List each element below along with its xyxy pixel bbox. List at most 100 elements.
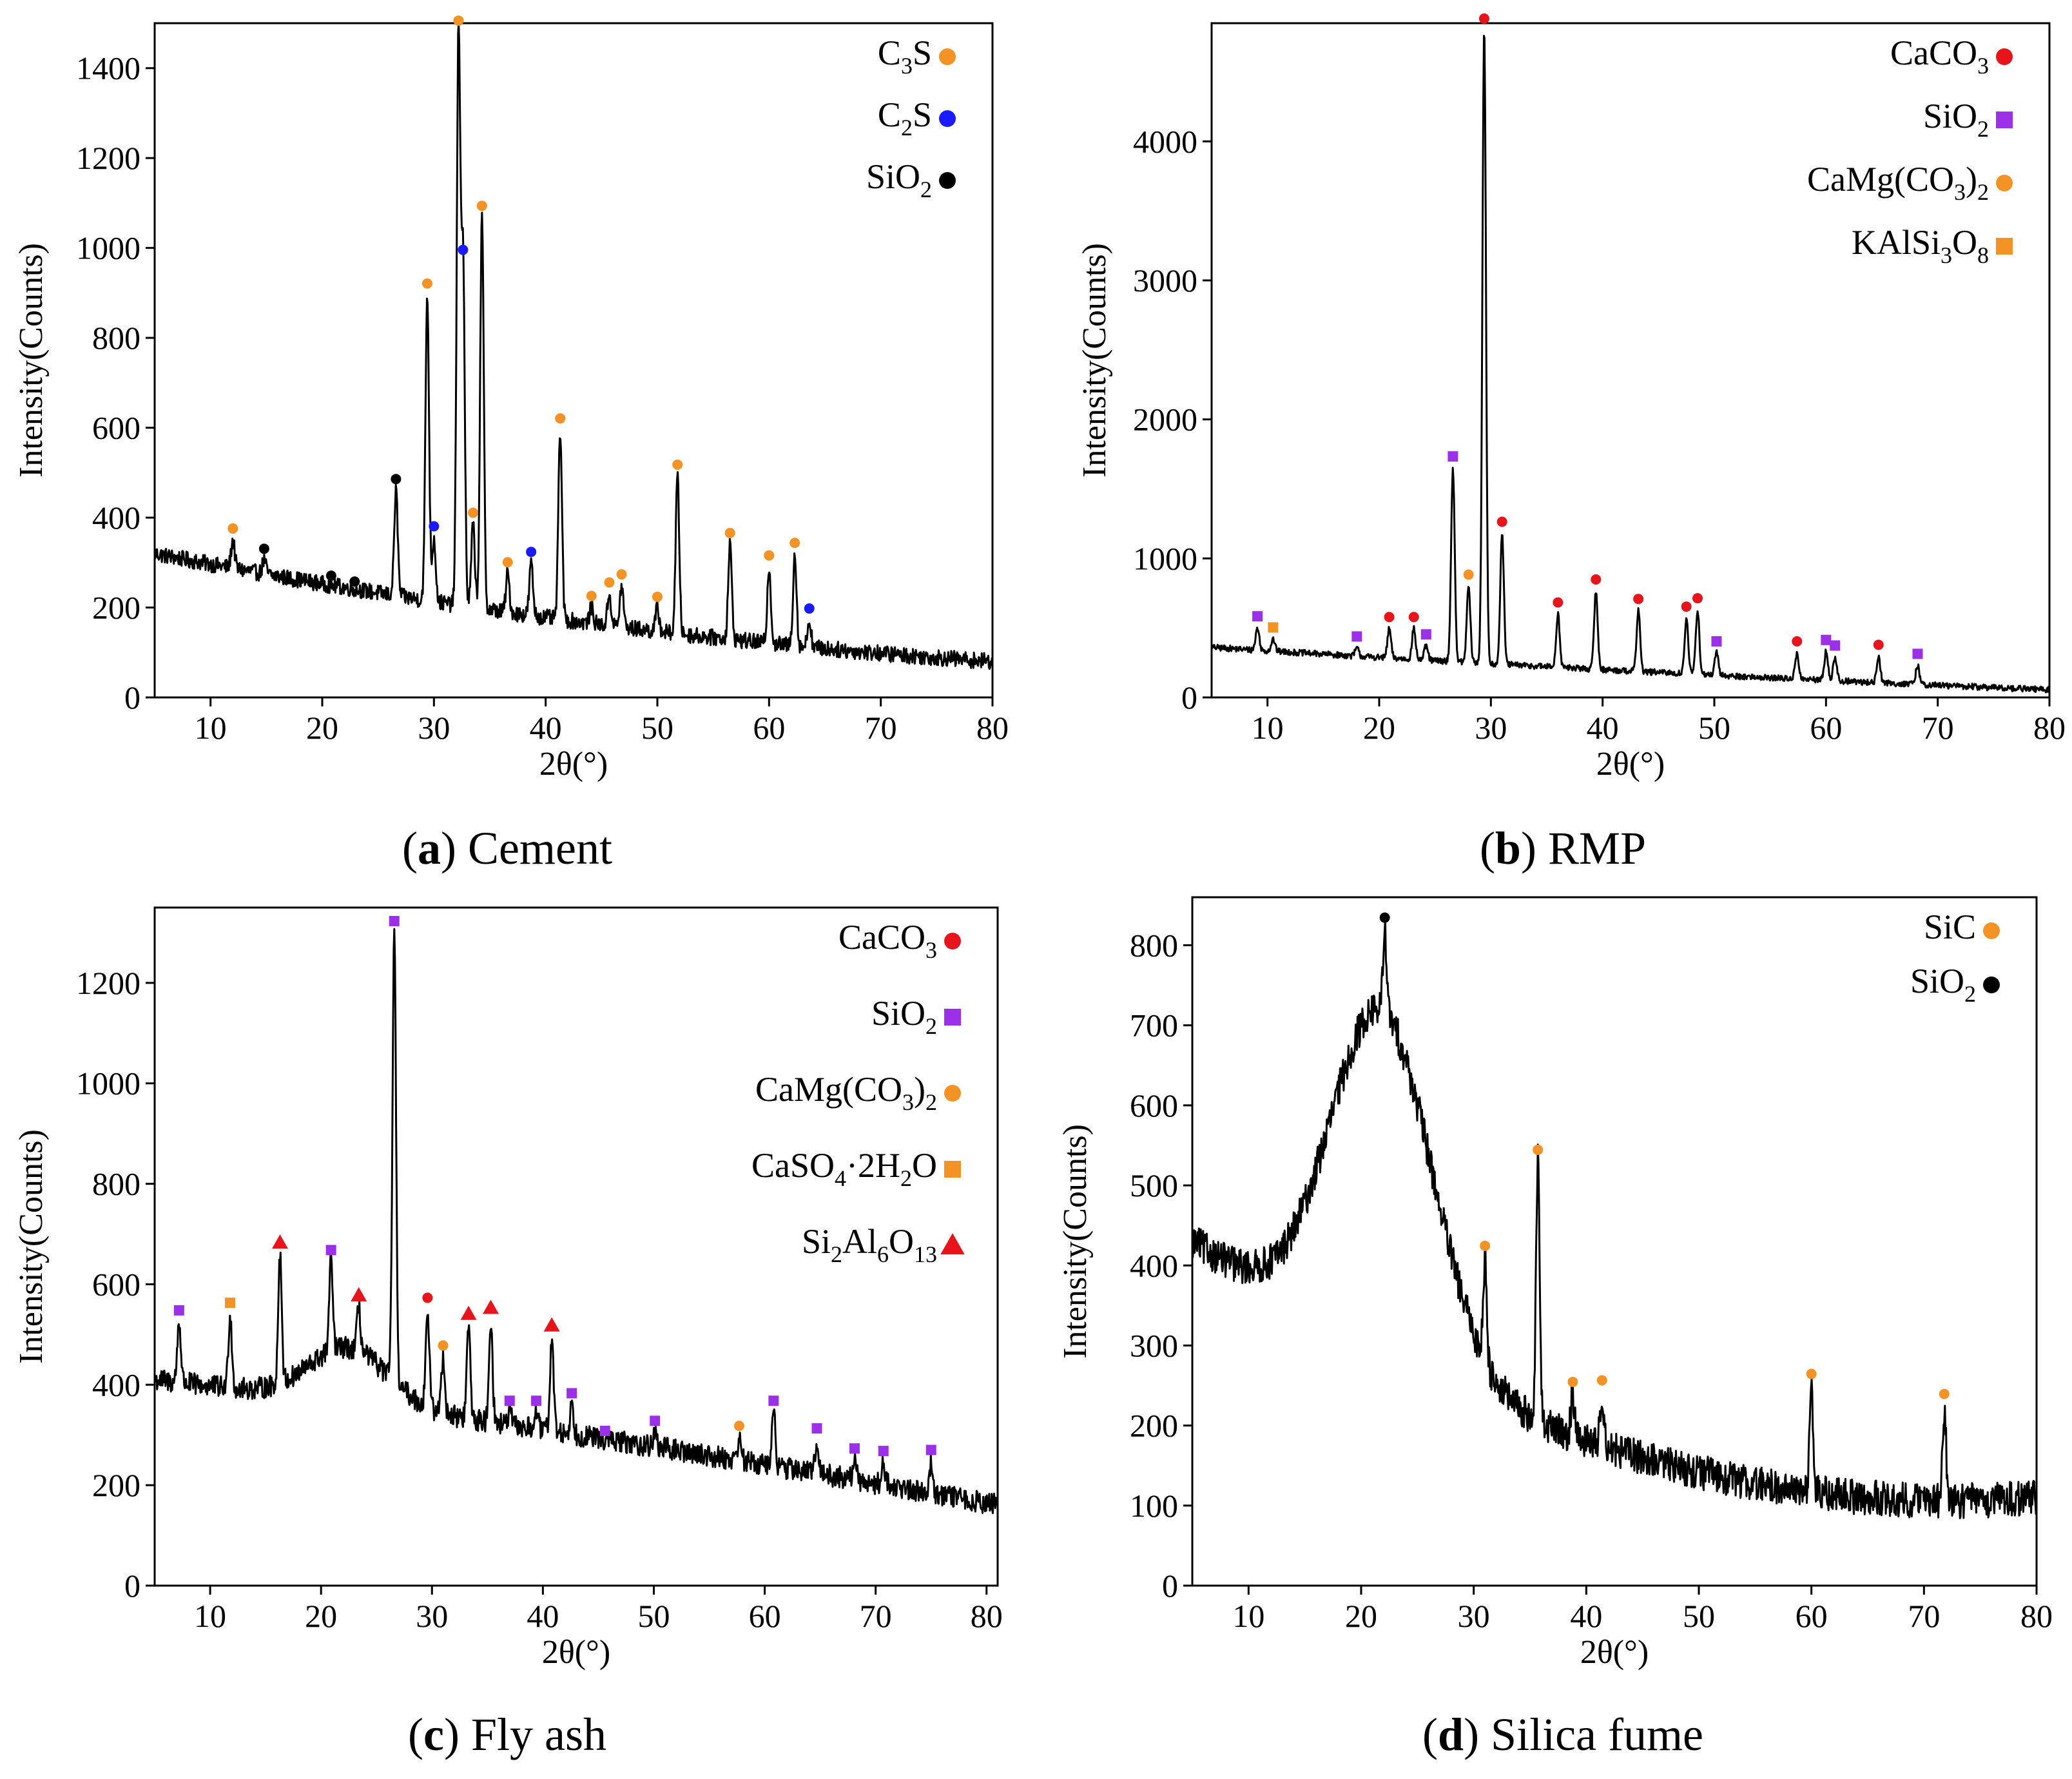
peak-marker-si2al6o13 bbox=[271, 1234, 288, 1249]
plot-frame bbox=[153, 906, 999, 1587]
y-axis-title: Intensity(Counts) bbox=[13, 1129, 50, 1364]
legend: C3​S C2​S SiO2​ bbox=[866, 34, 956, 202]
y-tick-label: 600 bbox=[92, 410, 140, 446]
plot-frame bbox=[1210, 22, 2051, 699]
x-tick-label: 20 bbox=[305, 1598, 337, 1634]
y-tick-label: 200 bbox=[92, 1467, 140, 1503]
peak-marker-caso4-2h2o bbox=[225, 1298, 236, 1308]
y-axis-title: Intensity(Counts) bbox=[1057, 1124, 1094, 1359]
x-tick-label: 70 bbox=[865, 710, 897, 746]
y-tick-label: 1400 bbox=[76, 50, 140, 86]
peak-marker-camg-co3-2 bbox=[733, 1421, 744, 1432]
y-tick-label: 1000 bbox=[76, 230, 140, 266]
legend-symbol-caco3 bbox=[944, 933, 961, 949]
peak-marker-sio2 bbox=[258, 543, 269, 554]
peak-marker-sio2 bbox=[768, 1395, 779, 1406]
x-tick-label: 80 bbox=[2033, 710, 2066, 746]
peak-marker-c3s bbox=[476, 200, 487, 211]
peak-marker-caco3 bbox=[1633, 594, 1644, 605]
peak-marker-sio2 bbox=[391, 474, 402, 485]
x-tick-label: 50 bbox=[1683, 1598, 1715, 1634]
peak-marker-c3s bbox=[228, 523, 238, 534]
peak-marker-caco3 bbox=[1792, 636, 1803, 646]
peak-marker-c3s bbox=[672, 459, 683, 470]
peak-marker-sio2 bbox=[1379, 912, 1390, 923]
caption-b-letter: b bbox=[1495, 822, 1521, 874]
xrd-pattern-line bbox=[153, 22, 994, 670]
caption-d-title: Silica fume bbox=[1491, 1709, 1703, 1760]
x-axis-title: 2θ(°) bbox=[1580, 1634, 1649, 1671]
panel-d: 10 20 30 40 50 60 70 80010020030040050060070080… bbox=[1057, 896, 2053, 1671]
x-tick-label: 80 bbox=[976, 710, 1009, 746]
y-tick-label: 0 bbox=[1162, 1568, 1178, 1604]
x-axis-title: 2θ(°) bbox=[1596, 746, 1665, 783]
peak-marker-caco3 bbox=[1873, 639, 1884, 650]
caption-c: (c) Fly ash bbox=[408, 1709, 606, 1760]
peak-marker-c3s bbox=[724, 527, 735, 538]
peak-marker-sio2 bbox=[811, 1423, 822, 1434]
plot-frame bbox=[1191, 896, 2038, 1587]
peak-marker-sio2 bbox=[849, 1443, 860, 1454]
legend: SiC SiO2​ bbox=[1910, 908, 2000, 1007]
peak-marker-c3s bbox=[764, 550, 775, 561]
y-tick-label: 4000 bbox=[1133, 123, 1197, 159]
x-tick-label: 80 bbox=[2020, 1598, 2053, 1634]
caption-a: (a) Cement bbox=[402, 822, 612, 874]
peak-marker-camg-co3-2 bbox=[1463, 569, 1474, 580]
x-tick-label: 10 bbox=[1232, 1598, 1264, 1634]
peak-marker-c3s bbox=[555, 413, 566, 424]
peak-marker-sic bbox=[1567, 1376, 1578, 1387]
y-tick-label: 800 bbox=[92, 320, 140, 356]
peak-marker-sio2 bbox=[325, 1245, 336, 1256]
xrd-pattern-line bbox=[1191, 917, 2038, 1519]
peak-marker-sio2 bbox=[1351, 631, 1362, 642]
x-tick-label: 70 bbox=[1922, 710, 1954, 746]
peak-marker-sio2 bbox=[566, 1388, 577, 1399]
legend-symbol-sio2 bbox=[1983, 977, 2000, 993]
peak-marker-caco3 bbox=[1692, 593, 1703, 604]
peak-marker-sio2 bbox=[325, 570, 336, 581]
x-tick-label: 60 bbox=[753, 710, 785, 746]
legend-symbol-c2s bbox=[939, 110, 956, 127]
y-tick-label: 400 bbox=[92, 1366, 140, 1403]
peak-marker-sio2 bbox=[1447, 451, 1458, 462]
legend-label-si2al6o13: Si2​Al6​O13​ bbox=[802, 1222, 937, 1267]
legend-label-kalsi3o8: KAlSi3​O8​ bbox=[1852, 223, 1989, 268]
peak-marker-sio2 bbox=[349, 576, 360, 587]
legend-label-sic: SiC bbox=[1924, 908, 1976, 946]
x-tick-label: 40 bbox=[527, 1598, 559, 1634]
x-tick-label: 20 bbox=[1345, 1598, 1377, 1634]
peak-marker-sio2 bbox=[1912, 648, 1923, 659]
legend-label-caso4-2h2o: CaSO4​·2H2​O bbox=[751, 1146, 937, 1191]
peak-marker-c2s bbox=[526, 547, 537, 558]
panel-c: 10 20 30 40 50 60 70 800200400600800100012002θ(… bbox=[13, 906, 1003, 1671]
peak-marker-kalsi3o8 bbox=[1268, 622, 1279, 633]
peak-marker-si2al6o13 bbox=[543, 1317, 560, 1332]
legend-label-c3s: C3​S bbox=[878, 34, 932, 79]
legend: CaCO3​ SiO2​ CaMg(CO3​)2​ KAlSi3​O8​ bbox=[1807, 34, 2013, 268]
x-tick-label: 40 bbox=[530, 710, 562, 746]
y-tick-label: 3000 bbox=[1133, 262, 1197, 298]
peak-marker-c3s bbox=[586, 590, 597, 601]
y-tick-label: 400 bbox=[1130, 1247, 1178, 1283]
caption-b-title: RMP bbox=[1548, 822, 1646, 874]
y-tick-label: 600 bbox=[1130, 1087, 1178, 1123]
y-tick-label: 600 bbox=[92, 1266, 140, 1302]
peak-marker-sio2 bbox=[173, 1305, 184, 1316]
peak-marker-c3s bbox=[421, 278, 432, 289]
legend-symbol-caso4-2h2o bbox=[944, 1161, 961, 1178]
peak-marker-c2s bbox=[804, 603, 815, 614]
peak-marker-c3s bbox=[502, 557, 513, 568]
caption-a-title: Cement bbox=[468, 822, 612, 874]
peak-marker-c3s bbox=[604, 577, 615, 588]
peak-marker-caco3 bbox=[1591, 574, 1602, 585]
y-axis-title: Intensity(Counts) bbox=[13, 243, 50, 478]
y-axis-title: Intensity(Counts) bbox=[1076, 243, 1113, 478]
y-tick-label: 1200 bbox=[76, 965, 140, 1001]
caption-b: (b) RMP bbox=[1480, 822, 1646, 874]
y-tick-label: 200 bbox=[1130, 1408, 1178, 1444]
y-tick-label: 200 bbox=[92, 590, 140, 626]
legend-symbol-si2al6o13 bbox=[940, 1233, 965, 1255]
x-tick-label: 70 bbox=[860, 1598, 892, 1634]
